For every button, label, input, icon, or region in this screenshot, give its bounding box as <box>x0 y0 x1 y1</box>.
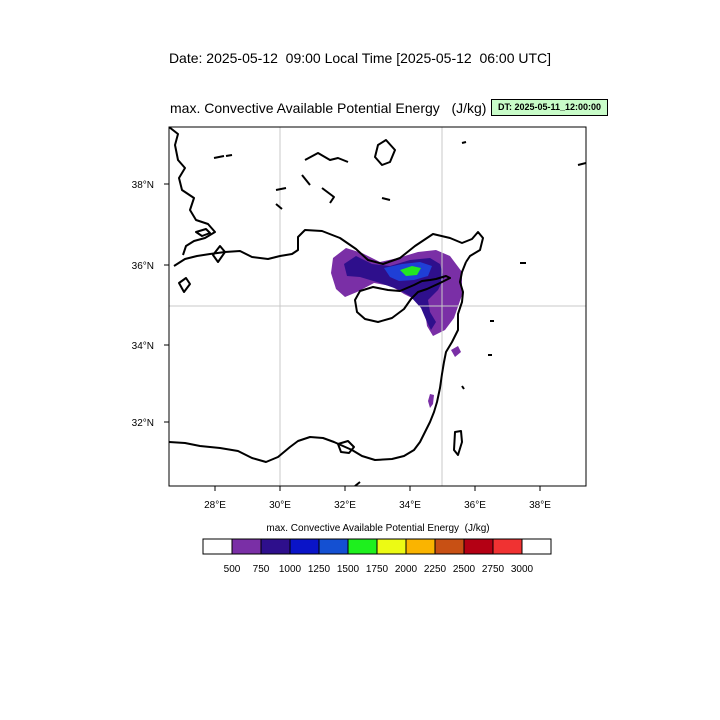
island-small-15 <box>354 481 361 486</box>
colorbar-label: 500 <box>223 564 241 575</box>
coastline-levant <box>169 261 467 463</box>
colorbar-label: 750 <box>252 564 270 575</box>
lon-labels: 28°E 30°E 32°E 34°E 36°E 38°E <box>204 500 551 511</box>
colorbar-swatch <box>231 538 262 555</box>
colorbar-swatch <box>289 538 320 555</box>
island-small-1 <box>213 155 225 159</box>
island-small-7 <box>374 139 396 166</box>
colorbar-swatch <box>376 538 407 555</box>
colorbar-swatch <box>405 538 436 555</box>
map-frame <box>168 126 587 487</box>
colorbar-swatch <box>318 538 349 555</box>
island-small-4 <box>275 203 283 210</box>
lat-label-32n: 32°N <box>132 418 154 429</box>
cape-field <box>331 248 462 408</box>
coastline-cyprus <box>354 275 451 323</box>
island-kos <box>195 228 211 237</box>
colorbar-label: 1750 <box>365 564 389 575</box>
island-sinai-lake <box>453 430 463 456</box>
colorbar-swatch <box>434 538 465 555</box>
coastline-turkey-south <box>173 229 484 267</box>
lon-label-38e: 38°E <box>529 500 551 511</box>
colorbar-title: max. Convective Available Potential Ener… <box>266 523 490 534</box>
lat-label-38n: 38°N <box>132 180 154 191</box>
colorbar-label: 2750 <box>481 564 505 575</box>
dt-badge: DT: 2025-05-11_12:00:00 <box>491 99 608 116</box>
island-small-3 <box>275 187 287 191</box>
lat-labels: 38°N 36°N 34°N 32°N <box>132 180 154 429</box>
coastlines <box>169 127 484 463</box>
colorbar-swatch <box>347 538 378 555</box>
colorbar-swatch <box>521 538 552 555</box>
nile-delta-lakes <box>337 440 355 454</box>
colorbar-label: 2500 <box>452 564 476 575</box>
date-line: Date: 2025-05-12 09:00 Local Time [2025-… <box>168 50 552 66</box>
island-rhodes <box>212 245 226 263</box>
colorbar-swatch <box>260 538 291 555</box>
island-small-5 <box>301 174 311 186</box>
lon-label-36e: 36°E <box>464 500 486 511</box>
colorbar-label: 1250 <box>307 564 331 575</box>
colorbar <box>202 538 552 555</box>
colorbar-label: 2250 <box>423 564 447 575</box>
lon-label-34e: 34°E <box>399 500 421 511</box>
lon-label-32e: 32°E <box>334 500 356 511</box>
island-small-6 <box>321 187 335 204</box>
colorbar-label: 1000 <box>278 564 302 575</box>
islands <box>178 139 586 486</box>
colorbar-swatch <box>202 538 233 555</box>
coastline-anatolia-west <box>169 127 216 256</box>
island-small-14 <box>461 385 465 390</box>
colorbar-swatch <box>463 538 494 555</box>
gridlines <box>169 127 586 486</box>
cape-field-layer-1500 <box>400 266 421 276</box>
island-small-9 <box>461 141 467 144</box>
colorbar-swatch <box>492 538 523 555</box>
island-karpathos <box>178 277 191 293</box>
island-small-2 <box>225 154 233 157</box>
colorbar-label: 3000 <box>510 564 534 575</box>
lon-label-28e: 28°E <box>204 500 226 511</box>
colorbar-label: 2000 <box>394 564 418 575</box>
colorbar-label: 1500 <box>336 564 360 575</box>
cape-field-spot-500 <box>428 394 434 408</box>
tick-marks <box>164 183 541 491</box>
coastline-anatolia-inner <box>304 152 349 163</box>
island-small-8 <box>381 197 391 201</box>
lat-label-34n: 34°N <box>132 341 154 352</box>
island-small-10 <box>577 162 586 166</box>
lon-label-30e: 30°E <box>269 500 291 511</box>
lat-label-36n: 36°N <box>132 261 154 272</box>
cape-field-spot-500 <box>451 346 461 357</box>
plot-title: max. Convective Available Potential Ener… <box>170 100 487 116</box>
